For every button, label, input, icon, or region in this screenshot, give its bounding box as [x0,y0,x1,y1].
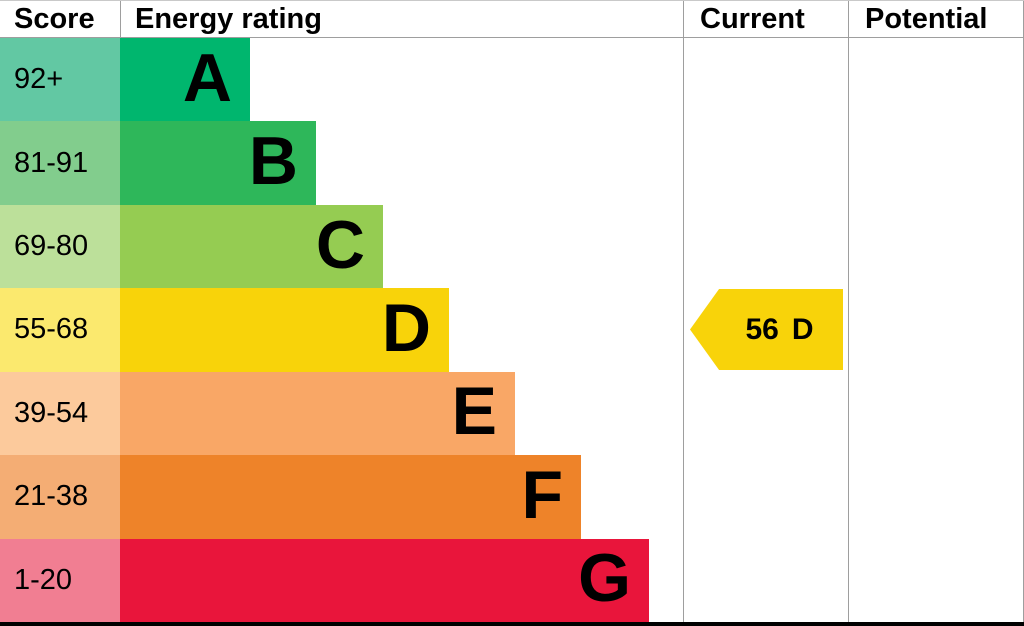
score-cell: 69-80 [0,204,120,289]
rating-letter: B [248,123,298,200]
band-row-a: 92+ A [0,38,1024,122]
rating-bar: G [120,538,649,622]
rating-letter: D [381,289,431,366]
rating-letter: A [182,39,232,116]
chart-header: Score Energy rating Current Potential [0,0,1024,38]
score-cell: 1-20 [0,538,120,622]
band-row-f: 21-38 F [0,455,1024,539]
top-border [0,0,1024,1]
rating-bar: D [120,288,449,372]
score-cell: 92+ [0,38,120,122]
current-rating-value: 56 [745,312,779,346]
rating-bar: E [120,371,515,456]
current-rating-letter: D [791,312,814,346]
rating-letter: C [315,206,365,283]
band-row-c: 69-80 C [0,204,1024,289]
score-cell: 21-38 [0,455,120,539]
rating-bar: C [120,204,383,289]
rating-letter: E [451,373,497,450]
band-row-g: 1-20 G [0,538,1024,622]
rating-letter: F [521,456,563,533]
rating-bar: A [120,38,250,122]
rating-bar: B [120,121,316,205]
rating-bar: F [120,455,581,539]
current-rating-arrow: 56 D [690,289,843,370]
header-potential: Potential [865,2,988,35]
chart-body: 92+ A 81-91 B 69-80 C 55-68 D 39-54 E 21… [0,38,1024,622]
header-energy-rating: Energy rating [135,2,322,35]
band-row-b: 81-91 B [0,121,1024,205]
potential-column-divider [848,0,849,622]
header-score: Score [14,2,95,35]
header-current: Current [700,2,805,35]
current-column-divider [683,0,684,622]
band-row-d: 55-68 D [0,288,1024,372]
rating-letter: G [578,540,631,617]
band-row-e: 39-54 E [0,371,1024,456]
score-column-divider [120,0,121,38]
score-cell: 55-68 [0,288,120,372]
score-cell: 39-54 [0,371,120,456]
score-cell: 81-91 [0,121,120,205]
